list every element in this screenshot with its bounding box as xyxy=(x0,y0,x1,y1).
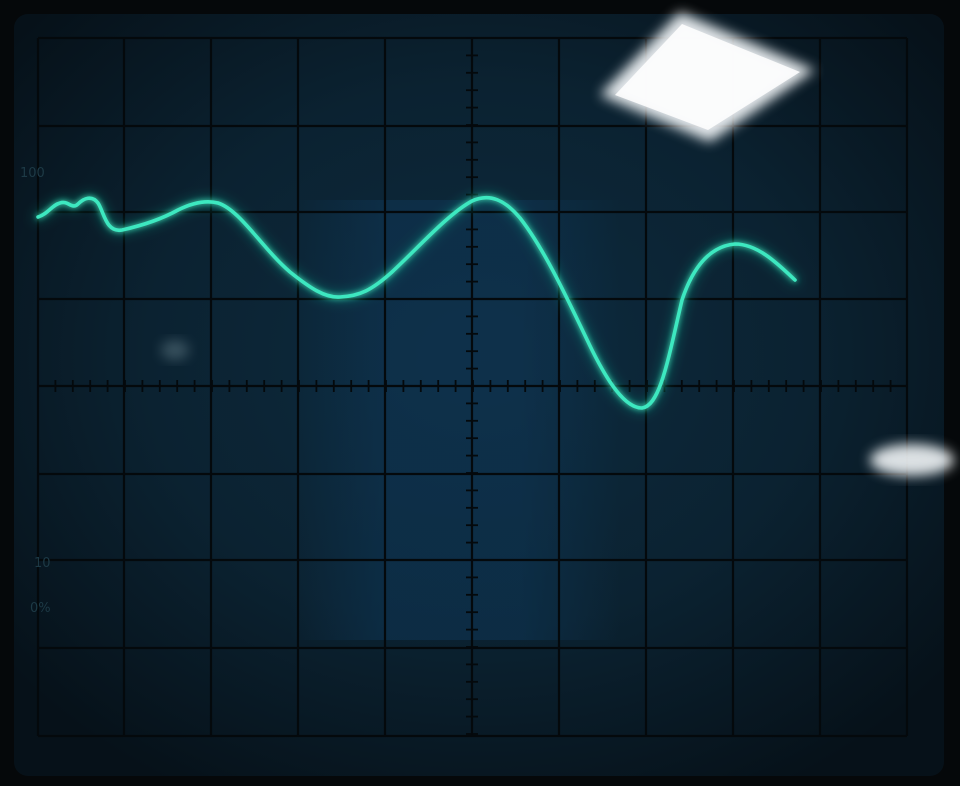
light-reflection-right xyxy=(870,444,954,476)
screen-smudge xyxy=(161,340,189,360)
graticule-ticks xyxy=(37,37,892,735)
graticule-label-0-percent: 0% xyxy=(30,601,51,616)
waveform-trace xyxy=(36,195,797,410)
light-reflection-core xyxy=(615,24,800,130)
screen-glare-band xyxy=(290,200,620,640)
graticule-label-100: 100 xyxy=(20,166,45,181)
graticule-label-10: 10 xyxy=(34,556,51,571)
